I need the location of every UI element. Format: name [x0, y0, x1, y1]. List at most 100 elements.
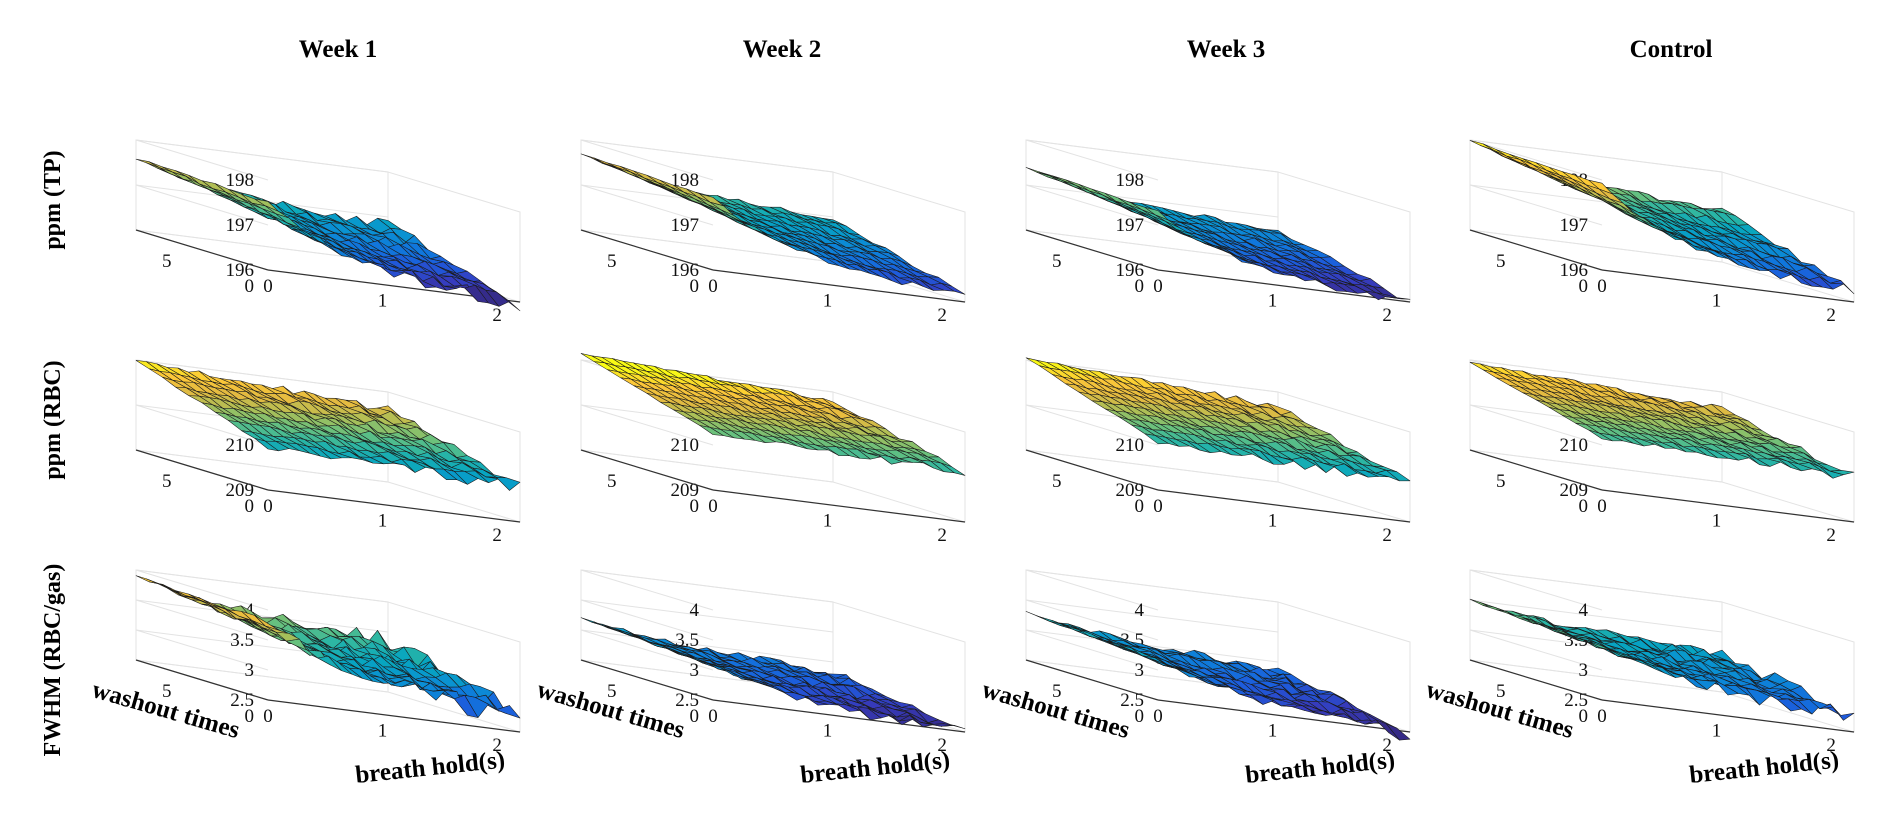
z-grid-line: [135, 184, 389, 226]
x-tick-label: 1: [1268, 291, 1278, 312]
z-grid-line: [1469, 139, 1723, 181]
row-labels: ppm (TP) ppm (RBC) FWHM (RBC/gas): [40, 150, 66, 756]
z-tick-label: 197: [226, 215, 255, 236]
x-tick-label: 0: [263, 276, 273, 297]
z-grid-line: [1025, 184, 1279, 226]
y-tick-label: 0: [1579, 276, 1589, 297]
z-grid-line: [1025, 139, 1279, 181]
surface-facet: [941, 462, 966, 476]
z-tick-label: 4: [1135, 600, 1145, 621]
surface-facet: [496, 291, 521, 312]
surface-facet: [1386, 469, 1411, 482]
z-grid-line: [1469, 569, 1723, 611]
surface: [1025, 611, 1411, 741]
z-tick-label: 209: [671, 480, 700, 501]
y-tick-label: 0: [245, 276, 255, 297]
z-tick-label: 4: [690, 600, 700, 621]
x-tick-label: 2: [937, 735, 947, 756]
x-axis-line: [1157, 699, 1411, 733]
y-tick-label: 5: [162, 471, 172, 492]
surface-facet: [1830, 470, 1855, 475]
z-grid-line: [1025, 449, 1279, 491]
z-tick-label: 197: [1560, 215, 1589, 236]
surface-facet: [1386, 296, 1411, 300]
col-title-week3: Week 3: [1187, 36, 1265, 63]
x-tick-label: 0: [1597, 496, 1607, 517]
surface-facet: [941, 724, 966, 729]
y-tick-label: 0: [1135, 496, 1145, 517]
z-grid-line: [1025, 569, 1279, 611]
y-axis-line: [1469, 449, 1603, 491]
z-grid-line: [135, 599, 389, 641]
row-label-rbc: ppm (RBC): [40, 360, 66, 479]
z-tick-label: 3.5: [230, 630, 254, 651]
surface: [1469, 598, 1855, 721]
y-tick-label: 5: [1052, 681, 1062, 702]
surface: [580, 353, 966, 476]
y-axis-line: [580, 449, 714, 491]
y-axis-line: [1469, 659, 1603, 701]
y-tick-label: 0: [690, 706, 700, 727]
panel-r1-c1: 20921021101205: [580, 353, 966, 546]
z-grid-line: [135, 569, 389, 611]
x-axis-line: [1601, 699, 1855, 733]
panels: 196 197 198 0 1 2 0 5 196 197 198 0 1 2 0 5 196 197 198 0 1 2…: [89, 139, 1855, 789]
z-tick-label: 3: [690, 660, 700, 681]
z-tick-label: 198: [226, 170, 255, 191]
z-grid-line: [580, 569, 834, 611]
y-tick-label: 5: [607, 681, 617, 702]
x-tick-label: 2: [937, 525, 947, 546]
x-tick-label: 0: [708, 276, 718, 297]
x-axis-line: [712, 489, 966, 523]
surface: [580, 617, 966, 729]
z-tick-label: 2.5: [1564, 690, 1588, 711]
panel-r1-c0: 20921021101205: [135, 359, 521, 546]
z-tick-label: 2.5: [675, 690, 699, 711]
x-tick-label: 0: [1153, 276, 1163, 297]
x-axis-line: [1157, 269, 1411, 303]
z-tick-label: 210: [671, 435, 700, 456]
z-grid-line: [580, 629, 834, 671]
x-tick-label: 2: [1826, 305, 1836, 326]
z-grid-line: [1025, 599, 1279, 641]
z-grid-line: [580, 599, 834, 641]
x-axis-label: breath hold(s): [799, 746, 951, 789]
panel-r0-c1: 196 197 198 0 1 2 0 5: [580, 139, 966, 326]
panel-r0-c2: 196 197 198 0 1 2 0 5: [1025, 139, 1411, 326]
surface-facet: [941, 283, 966, 295]
x-tick-label: 0: [263, 706, 273, 727]
x-tick-label: 2: [492, 525, 502, 546]
z-tick-label: 210: [1560, 435, 1589, 456]
surface-facet: [1830, 703, 1855, 721]
z-tick-label: 3: [1579, 660, 1589, 681]
grid-lines: [135, 569, 521, 733]
x-tick-label: 0: [708, 496, 718, 517]
z-tick-label: 197: [1116, 215, 1145, 236]
surface: [1025, 167, 1411, 301]
column-titles: Week 1 Week 2 Week 3 Control: [299, 36, 1713, 63]
x-tick-label: 1: [1712, 291, 1722, 312]
z-tick-label: 2.5: [230, 690, 254, 711]
z-grid-line: [135, 139, 389, 181]
z-grid-line: [580, 449, 834, 491]
panel-r0-c0: 196 197 198 0 1 2 0 5: [135, 139, 521, 326]
grid-lines: [1469, 569, 1855, 733]
y-tick-label: 5: [1052, 251, 1062, 272]
y-tick-label: 5: [607, 251, 617, 272]
z-tick-label: 198: [671, 170, 700, 191]
panel-r1-c3: 20921021101205: [1469, 359, 1855, 546]
x-tick-label: 2: [1826, 735, 1836, 756]
row-label-fwhm: FWHM (RBC/gas): [40, 564, 66, 757]
x-axis-line: [1601, 489, 1855, 523]
surface: [135, 158, 521, 312]
y-tick-label: 5: [1496, 251, 1506, 272]
x-tick-label: 1: [1268, 721, 1278, 742]
z-tick-label: 3: [1135, 660, 1145, 681]
col-title-week2: Week 2: [743, 36, 821, 63]
z-tick-label: 196: [1560, 260, 1589, 281]
y-tick-label: 5: [1496, 681, 1506, 702]
x-tick-label: 2: [492, 735, 502, 756]
panel-r1-c2: 20921021101205: [1025, 357, 1411, 546]
